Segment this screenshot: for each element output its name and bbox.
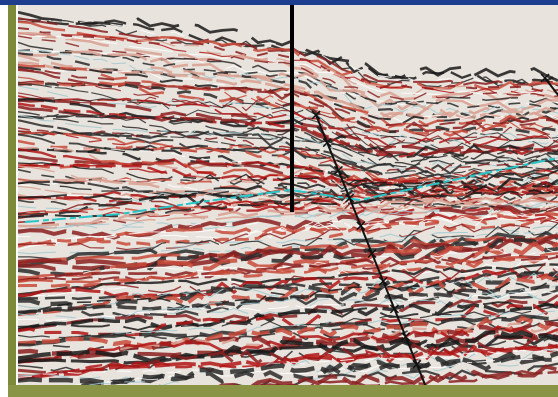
- reflector: [18, 98, 558, 153]
- reflector: [18, 188, 558, 227]
- fault-pick: [412, 359, 422, 369]
- reflector: [18, 204, 558, 240]
- fault-pick: [367, 248, 377, 259]
- reflector: [18, 206, 558, 242]
- top-bar: [0, 0, 558, 5]
- reflector: [18, 10, 558, 82]
- fault-pick: [322, 138, 332, 148]
- reflector: [18, 234, 558, 265]
- reflector: [18, 199, 558, 231]
- reflector: [18, 269, 558, 309]
- reflector: [18, 27, 558, 93]
- reflector: [18, 301, 558, 331]
- reflector: [18, 190, 558, 222]
- reflector: [18, 80, 558, 137]
- reflector: [18, 329, 558, 364]
- reflector: [18, 315, 558, 350]
- reflector: [88, 364, 558, 385]
- fault-pick: [311, 110, 321, 120]
- reflector: [18, 20, 558, 92]
- reflector: [18, 49, 558, 110]
- reflector: [18, 49, 558, 116]
- reflector: [18, 95, 558, 148]
- reflector: [18, 252, 558, 283]
- fault-pick: [333, 165, 343, 175]
- reflector: [18, 252, 558, 284]
- reflector: [18, 177, 558, 216]
- reflector: [18, 267, 558, 298]
- reflector: [18, 162, 558, 196]
- reflector: [18, 33, 558, 97]
- reflector: [231, 370, 558, 385]
- reflector: [18, 66, 558, 125]
- reflector: [45, 358, 558, 385]
- reflector: [18, 181, 558, 212]
- reflector: [18, 253, 558, 289]
- left-frame: [8, 5, 16, 387]
- reflector: [18, 41, 558, 106]
- reflector: [18, 32, 558, 96]
- reflector: [18, 344, 558, 382]
- reflector: [18, 185, 558, 217]
- fault-pick: [356, 221, 366, 231]
- reflector: [18, 31, 558, 102]
- reflector: [18, 263, 558, 296]
- reflector: [218, 364, 558, 385]
- reflector: [18, 248, 558, 281]
- fault-pick: [345, 193, 355, 203]
- interpretation: [24, 5, 558, 385]
- reflector: [18, 351, 558, 385]
- reflector: [18, 284, 558, 316]
- reflector: [18, 291, 558, 321]
- reflector: [18, 127, 558, 176]
- reflector: [18, 335, 558, 365]
- fault-pick: [540, 73, 550, 83]
- reflector: [18, 238, 558, 277]
- reflector: [18, 119, 558, 175]
- reflector: [18, 213, 558, 248]
- reflector: [18, 61, 558, 120]
- reflector: [18, 314, 558, 347]
- reflector: [18, 201, 558, 233]
- reflector: [18, 294, 558, 332]
- reflector: [18, 261, 558, 299]
- reflector: [18, 278, 558, 314]
- reflectors: [18, 10, 558, 385]
- reflector: [18, 80, 558, 143]
- reflector: [18, 210, 558, 247]
- reflector: [18, 169, 558, 201]
- bottom-frame: [8, 385, 558, 397]
- reflector: [18, 349, 558, 383]
- reflector: [18, 67, 558, 123]
- reflector: [18, 219, 558, 251]
- fault-pick: [401, 332, 411, 342]
- reflector: [18, 53, 558, 120]
- reflector: [18, 130, 558, 184]
- reflector: [18, 274, 558, 317]
- reflector: [18, 48, 558, 108]
- reflector: [18, 288, 558, 318]
- reflector: [18, 348, 558, 378]
- reflector: [18, 322, 558, 361]
- reflector: [18, 187, 558, 218]
- reflector: [227, 362, 558, 385]
- reflector: [18, 35, 558, 100]
- fault-pick: [378, 276, 388, 286]
- reflector: [18, 113, 558, 165]
- fault-pick: [389, 304, 399, 314]
- reflector: [18, 225, 558, 255]
- horizon: [24, 157, 558, 223]
- reflector: [18, 193, 558, 228]
- reflector: [18, 188, 558, 217]
- reflector: [18, 139, 558, 187]
- reflector: [18, 231, 558, 263]
- reflector: [18, 271, 558, 301]
- reflector: [18, 133, 558, 187]
- reflector: [18, 320, 558, 357]
- reflector: [18, 162, 558, 199]
- fault-picks: [311, 73, 550, 369]
